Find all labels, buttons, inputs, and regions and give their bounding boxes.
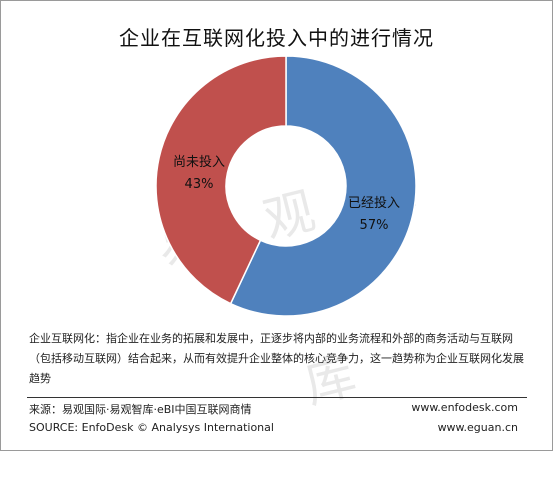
donut-slice-0 [229,55,417,317]
url-enfodesk[interactable]: www.enfodesk.com [411,401,518,414]
donut-slice-1 [155,55,287,305]
slice-value-invested: 57% [359,218,389,233]
slice-name-invested: 已经投入 [347,196,400,211]
donut-chart [155,55,417,317]
source-en: SOURCE: EnfoDesk © Analysys Internationa… [29,421,274,434]
note-line-1: 企业互联网化：指企业在业务的拓展和发展中，正逐步将内部的业务流程和外部的商务活动… [29,332,513,345]
slice-name-not-invested: 尚未投入 [172,155,225,170]
slice-label-not-invested: 尚未投入 43% [167,152,231,196]
slice-label-invested: 已经投入 57% [342,193,406,237]
url-eguan[interactable]: www.eguan.cn [437,421,518,434]
chart-title: 企业在互联网化投入中的进行情况 [119,26,434,50]
note-line-3: 趋势 [29,372,51,385]
definition-note: 企业互联网化：指企业在业务的拓展和发展中，正逐步将内部的业务流程和外部的商务活动… [29,329,529,389]
slice-value-not-invested: 43% [184,177,214,192]
note-line-2: （包括移动互联网）结合起来，从而有效提升企业整体的核心竞争力，这一趋势称为企业互… [29,352,524,365]
footer-divider [27,397,527,398]
source-cn: 来源：易观国际·易观智库·eBI中国互联网商情 [29,403,252,416]
